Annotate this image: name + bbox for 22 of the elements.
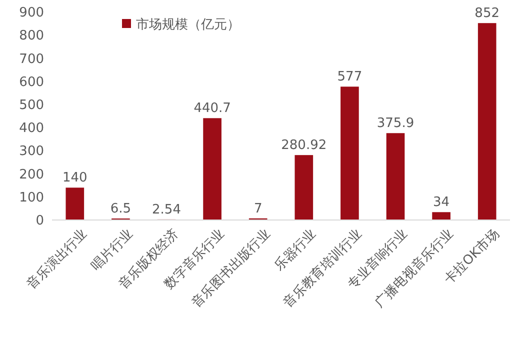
y-tick-label: 200 [19, 167, 44, 182]
y-tick-label: 900 [19, 6, 44, 21]
data-label: 852 [474, 6, 500, 22]
legend-label: 市场规模（亿元） [136, 18, 240, 33]
data-label: 140 [62, 170, 88, 186]
x-tick-label: 音乐演出行业 [24, 226, 90, 292]
data-label: 375.9 [376, 116, 414, 132]
data-label: 34 [433, 195, 450, 210]
data-label: 577 [337, 70, 362, 85]
y-tick-label: 400 [19, 121, 44, 136]
y-tick-label: 700 [19, 52, 44, 67]
y-tick-label: 600 [19, 74, 44, 90]
y-tick-label: 100 [19, 190, 44, 206]
data-label: 2.54 [152, 202, 181, 218]
data-label: 6.5 [110, 202, 132, 216]
y-tick-label: 0 [36, 214, 44, 229]
data-label: 280.92 [281, 138, 327, 154]
data-label: 7 [254, 201, 262, 216]
y-tick-label: 300 [19, 144, 44, 160]
y-tick-label: 800 [19, 28, 44, 44]
data-label: 440.7 [194, 101, 231, 116]
y-tick-label: 500 [19, 98, 44, 113]
